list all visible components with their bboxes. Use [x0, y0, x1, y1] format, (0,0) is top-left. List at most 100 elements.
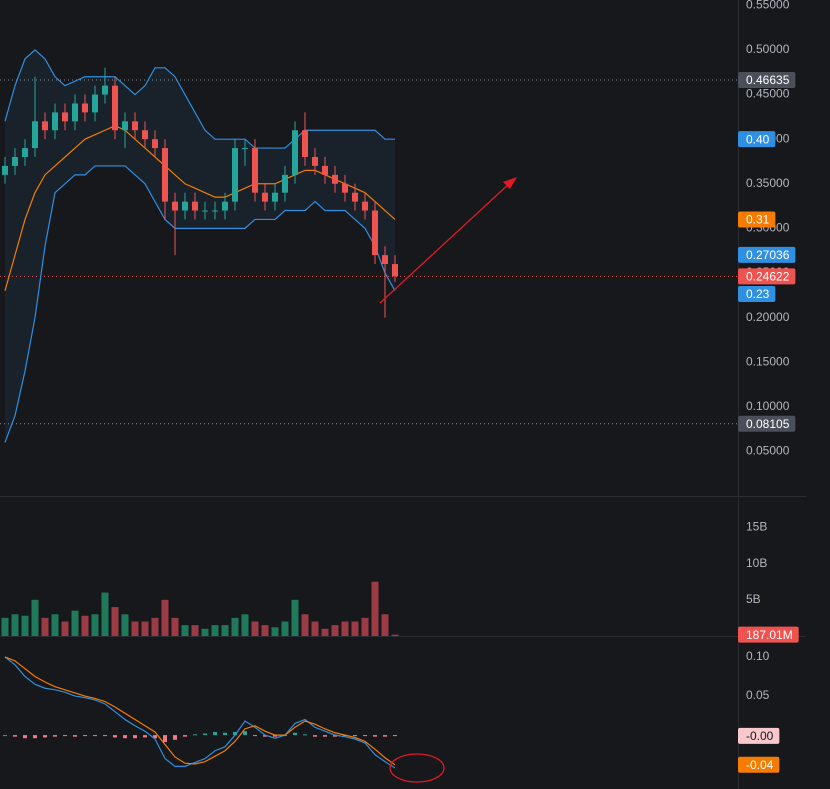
price-label-bg [738, 71, 796, 88]
macd-histogram-bar [83, 735, 87, 737]
volume-bar [331, 625, 339, 636]
volume-bar [41, 617, 49, 636]
volume-bar [151, 617, 159, 636]
macd-histogram-bar [143, 735, 147, 738]
price-label-bg [738, 285, 776, 302]
macd-histogram-bar [63, 735, 67, 737]
candle-body [242, 148, 248, 150]
volume-bar [121, 614, 129, 636]
volume-bar [351, 621, 359, 636]
candle-body [262, 192, 268, 202]
y-tick-label: 0.55000 [746, 0, 790, 12]
candle-body [302, 130, 308, 158]
candle-body [392, 264, 398, 277]
candle-body [142, 130, 148, 140]
volume-bar [191, 625, 199, 636]
volume-bar [11, 614, 19, 636]
price-label-bg [738, 727, 780, 744]
macd-histogram-bar [263, 735, 267, 737]
candle-body [102, 85, 108, 95]
candle-body [352, 192, 358, 202]
y-tick-label: 0.10000 [746, 399, 790, 413]
candle-body [382, 255, 388, 265]
macd-histogram-bar [3, 735, 7, 737]
y-tick-label: 0.15000 [746, 354, 790, 368]
macd-histogram-bar [243, 731, 247, 736]
candle-body [62, 112, 68, 122]
volume-bar [141, 621, 149, 636]
candle-body [272, 192, 278, 202]
price-label-bg [738, 268, 796, 285]
volume-bar [321, 628, 329, 636]
volume-bar [131, 621, 139, 636]
macd-histogram-bar [293, 732, 297, 736]
candle-body [2, 165, 8, 175]
y-tick-label: 0.10 [746, 649, 770, 663]
candle-body [112, 85, 118, 131]
volume-bar [301, 614, 309, 636]
volume-bar [1, 617, 9, 636]
volume-bar [111, 607, 119, 636]
price-label-bg [738, 626, 799, 643]
macd-histogram-bar [53, 735, 57, 737]
macd-histogram-bar [73, 735, 77, 737]
y-tick-label: 0.45000 [746, 87, 790, 101]
candle-body [192, 201, 198, 211]
price-label-box: 0.24622 [738, 268, 796, 285]
candle-body [122, 121, 128, 131]
macd-histogram-bar [303, 734, 307, 736]
y-tick-label: 0.05 [746, 688, 770, 702]
price-label-bg [738, 131, 776, 148]
candle-body [252, 148, 258, 193]
y-tick-label: 15B [746, 520, 767, 534]
macd-histogram-bar [43, 735, 47, 738]
macd-histogram-bar [313, 735, 317, 737]
volume-bar [201, 628, 209, 636]
macd-histogram-bar [273, 735, 277, 737]
volume-bar [181, 625, 189, 636]
volume-bar [341, 621, 349, 636]
y-tick-label: 0.05000 [746, 444, 790, 458]
volume-bar [71, 610, 79, 636]
price-label-text: 0.27036 [746, 248, 790, 262]
price-label-box: -0.00 [738, 727, 780, 744]
price-label-text: 0.23 [746, 287, 770, 301]
candle-body [22, 148, 28, 158]
volume-bar [271, 627, 279, 636]
macd-histogram-bar [133, 735, 137, 739]
volume-bar [291, 599, 299, 636]
volume-bar [311, 621, 319, 636]
price-label-bg [738, 756, 780, 773]
price-label-box: 0.23 [738, 285, 776, 302]
candle-body [202, 210, 208, 212]
candle-body [292, 130, 298, 175]
volume-bar [101, 592, 109, 636]
candle-body [72, 103, 78, 122]
volume-bar [161, 599, 169, 636]
macd-histogram-bar [173, 735, 177, 740]
price-label-box: 0.27036 [738, 246, 796, 263]
indicator-line [4, 656, 396, 769]
macd-histogram-bar [213, 731, 217, 736]
candle-body [82, 103, 88, 113]
candle-body [52, 112, 58, 131]
candle-body [282, 174, 288, 193]
macd-histogram-bar [383, 735, 387, 737]
macd-histogram-bar [33, 735, 37, 739]
y-tick-label: 5B [746, 592, 761, 606]
price-label-bg [738, 246, 796, 263]
candle-body [232, 148, 238, 202]
candle-body [172, 201, 178, 211]
indicator-line [4, 125, 396, 291]
macd-histogram-bar [123, 735, 127, 739]
macd-histogram-bar [253, 735, 257, 737]
indicator-line [4, 656, 396, 766]
macd-histogram-bar [323, 735, 327, 737]
y-tick-label: 10B [746, 556, 767, 570]
price-label-box: -0.04 [738, 756, 780, 773]
macd-histogram-bar [153, 735, 157, 739]
volume-bar [221, 625, 229, 636]
drawing-ellipse [389, 753, 445, 783]
